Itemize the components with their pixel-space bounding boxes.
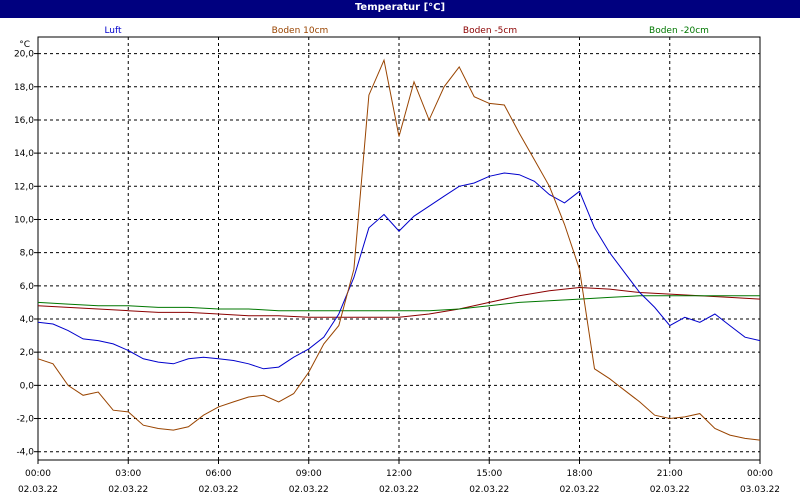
x-tick-date-label: 02.03.22 (289, 485, 329, 495)
y-tick-label: 8,0 (20, 249, 35, 259)
y-axis-label: °C (19, 40, 30, 50)
x-tick-date-label: 02.03.22 (469, 485, 509, 495)
legend-entry: Boden -20cm (649, 26, 709, 36)
y-tick-label: 18,0 (14, 83, 34, 93)
series-line (37, 172, 761, 370)
axes (34, 36, 761, 464)
y-tick-label: 4,0 (20, 315, 35, 325)
x-tick-date-label: 02.03.22 (559, 485, 599, 495)
x-tick-date-label: 02.03.22 (650, 485, 690, 495)
y-tick-label: 20,0 (14, 50, 34, 60)
y-tick-label: 12,0 (14, 182, 34, 192)
x-tick-label: 15:00 (476, 469, 502, 479)
series-lines (37, 58, 761, 441)
x-tick-date-label: 02.03.22 (108, 485, 148, 495)
x-tick-label: 21:00 (657, 469, 683, 479)
y-tick-label: 10,0 (14, 215, 34, 225)
chart-title: Temperatur [°C] (354, 2, 446, 13)
plot-frame (37, 36, 761, 461)
x-tick-date-label: 02.03.22 (198, 485, 238, 495)
x-tick-label: 12:00 (386, 469, 412, 479)
y-tick-label: -2,0 (16, 415, 34, 425)
x-tick-label: 09:00 (296, 469, 322, 479)
y-tick-label: 2,0 (20, 348, 35, 358)
x-tick-date-label: 02.03.22 (18, 485, 58, 495)
y-tick-label: 0,0 (20, 381, 35, 391)
x-tick-date-label: 02.03.22 (379, 485, 419, 495)
x-tick-label: 06:00 (206, 469, 232, 479)
x-tick-date-label: 03.03.22 (740, 485, 780, 495)
tick-labels: 20,0 18,0 16,0 14,0 12,0 10,0 8,0 6,0 4,0 2,0 0,0 -… (14, 40, 780, 495)
x-tick-label: 00:00 (747, 469, 773, 479)
legend-entry: Boden -5cm (463, 26, 517, 36)
legend: Luft Boden 10cm Boden -5cm Boden -20cm (104, 26, 709, 36)
grid-lines (38, 37, 760, 460)
series-line (37, 295, 760, 312)
y-tick-label: 6,0 (20, 282, 35, 292)
y-tick-label: 16,0 (14, 116, 34, 126)
x-tick-label: 00:00 (25, 469, 51, 479)
series-line (37, 58, 761, 441)
legend-entry: Luft (104, 26, 122, 36)
y-tick-label: 14,0 (14, 149, 34, 159)
title-bar: Temperatur [°C] (0, 0, 800, 18)
x-tick-label: 03:00 (115, 469, 141, 479)
y-tick-label: -4,0 (16, 448, 34, 458)
legend-entry: Boden 10cm (272, 26, 329, 36)
x-tick-label: 18:00 (567, 469, 593, 479)
